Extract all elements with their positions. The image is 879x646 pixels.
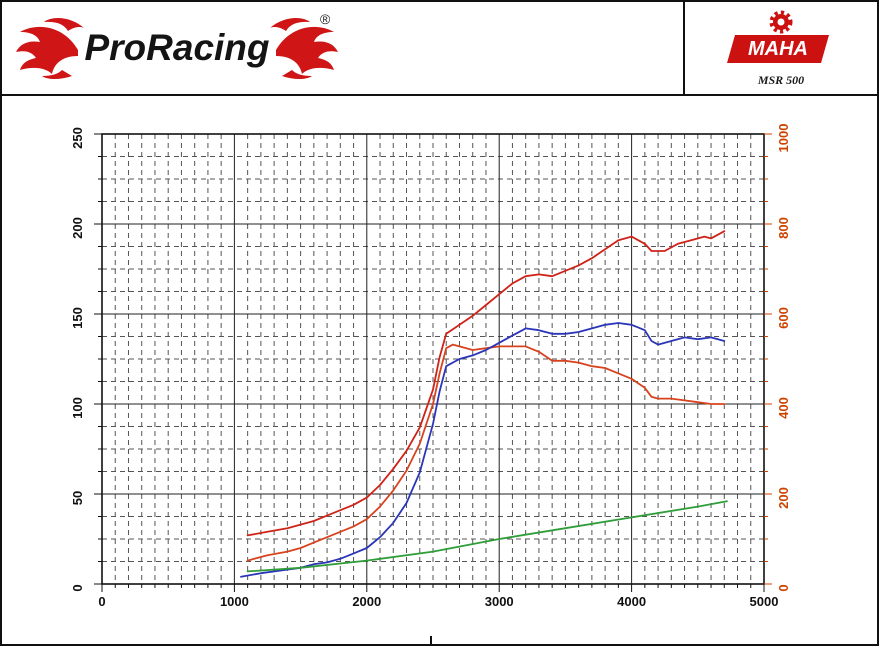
dyno-chart-area: 0 50 100 150 200 250 0 200 400 600 800 1000 0 1000 200… bbox=[2, 96, 877, 644]
device-model-label: MSR 500 bbox=[757, 72, 805, 87]
y-right-tick-label: 600 bbox=[776, 307, 791, 329]
y-right-tick-label: 800 bbox=[776, 217, 791, 239]
series-torque-lower-red bbox=[246, 343, 726, 562]
x-tick-label: 1000 bbox=[220, 594, 249, 609]
scan-registration-mark bbox=[430, 636, 432, 644]
y-left-tick-label: 200 bbox=[70, 217, 85, 239]
y-left-tick-label: 0 bbox=[70, 584, 85, 591]
registered-trademark: ® bbox=[320, 11, 331, 27]
x-tick-label: 4000 bbox=[617, 594, 646, 609]
proracing-logo: ProRacing ® bbox=[12, 8, 342, 91]
maha-banner bbox=[727, 34, 829, 63]
report-header: ProRacing ® MAHA MSR 500 bbox=[2, 2, 877, 96]
x-tick-label: 5000 bbox=[750, 594, 779, 609]
series-green-line bbox=[246, 500, 728, 573]
y-right-tick-label: 200 bbox=[776, 487, 791, 509]
series-power-upper-red bbox=[246, 230, 726, 537]
dyno-chart: 0 50 100 150 200 250 0 200 400 600 800 1000 0 1000 200… bbox=[70, 124, 791, 609]
y-right-tick-label: 400 bbox=[776, 397, 791, 419]
series-blue-curve bbox=[240, 322, 726, 578]
brand-name: ProRacing bbox=[84, 27, 269, 68]
flame-left-icon bbox=[16, 18, 84, 79]
x-tick-label: 3000 bbox=[485, 594, 514, 609]
x-tick-label: 2000 bbox=[352, 594, 381, 609]
y-left-tick-label: 50 bbox=[70, 491, 85, 505]
maha-logo-graphic: MAHA bbox=[727, 10, 829, 63]
device-logo-text: MAHA bbox=[748, 38, 808, 60]
device-logo-box: MAHA MSR 500 bbox=[683, 2, 877, 94]
y-left-tick-label: 250 bbox=[70, 127, 85, 149]
y-left-tick-label: 150 bbox=[70, 307, 85, 329]
y-right-tick-label: 1000 bbox=[776, 124, 791, 153]
y-right-tick-label: 0 bbox=[776, 584, 791, 591]
x-tick-label: 0 bbox=[98, 594, 105, 609]
proracing-logo-graphic: ProRacing ® bbox=[16, 11, 338, 79]
flame-right-icon bbox=[270, 18, 338, 79]
gear-icon bbox=[769, 10, 793, 33]
y-left-tick-label: 100 bbox=[70, 397, 85, 419]
